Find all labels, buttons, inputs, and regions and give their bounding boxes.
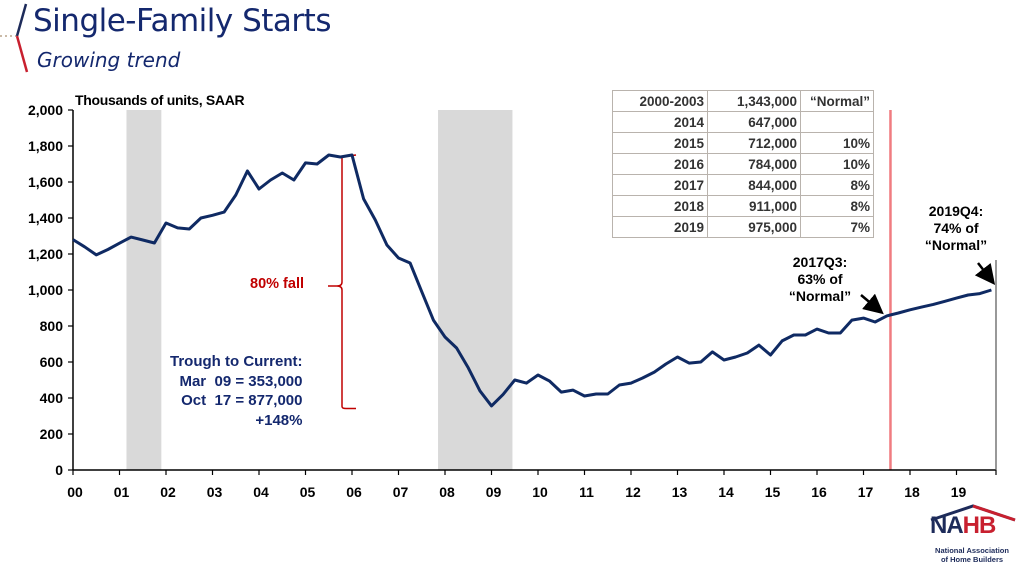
nahb-logo-line-2: of Home Builders <box>940 555 1004 564</box>
nahb-logo: NAHB <box>930 512 997 540</box>
annotation-arrows <box>860 262 996 315</box>
table-cell-period: 2015 <box>612 132 708 154</box>
page-subtitle: Growing trend <box>37 48 181 72</box>
q3-2017-annotation: 2017Q3: 63% of “Normal” <box>775 254 865 305</box>
trough-line-2: Mar 09 = 353,000 <box>179 372 303 390</box>
axes: 02004006008001,0001,2001,4001,6001,8002,… <box>28 102 997 500</box>
x-tick-label: 16 <box>811 484 827 500</box>
x-tick-label: 14 <box>718 484 734 500</box>
table-cell-note: 8% <box>800 195 874 217</box>
arrow-2017q3-icon <box>860 293 884 315</box>
slash-lower <box>15 35 29 73</box>
table-cell-period: 2018 <box>612 195 708 217</box>
nahb-logo-text: National Association of Home Builders <box>932 546 1012 564</box>
q4-2019-line-2: 74% of <box>933 220 979 236</box>
table-cell-period: 2019 <box>612 216 708 238</box>
x-tick-label: 09 <box>486 484 502 500</box>
table-cell-value: 712,000 <box>707 132 801 154</box>
table-cell-period: 2014 <box>612 111 708 133</box>
x-tick-label: 10 <box>532 484 548 500</box>
table-cell-note: “Normal” <box>800 90 874 112</box>
page-title: Single-Family Starts <box>33 3 331 39</box>
header-decoration <box>0 3 29 73</box>
table-cell-period: 2016 <box>612 153 708 175</box>
table-row: 2016 784,000 10% <box>612 153 874 175</box>
table-cell-note: 7% <box>800 216 874 238</box>
x-tick-label: 18 <box>904 484 920 500</box>
x-tick-label: 19 <box>951 484 967 500</box>
x-tick-label: 03 <box>207 484 223 500</box>
recession-bands <box>126 110 513 470</box>
trough-line-4: +148% <box>255 411 303 429</box>
x-tick-label: 00 <box>67 484 83 500</box>
x-tick-label: 17 <box>858 484 874 500</box>
x-tick-label: 13 <box>672 484 688 500</box>
y-tick-label: 1,400 <box>28 210 63 226</box>
table-cell-note: 10% <box>800 132 874 154</box>
x-tick-label: 08 <box>439 484 455 500</box>
table-cell-value: 647,000 <box>707 111 801 133</box>
fall-bracket <box>328 154 357 410</box>
table-cell-note: 10% <box>800 153 874 175</box>
table-cell-value: 975,000 <box>707 216 801 238</box>
nahb-logo-hb: HB <box>962 512 997 539</box>
table-row: 2014 647,000 <box>612 111 874 133</box>
fall-bracket-line <box>336 156 356 410</box>
table-cell-period: 2000-2003 <box>612 90 708 112</box>
y-tick-label: 1,800 <box>28 138 63 154</box>
y-tick-label: 1,600 <box>28 174 63 190</box>
recession-band <box>438 110 513 470</box>
table-row: 2017 844,000 8% <box>612 174 874 196</box>
y-axis-label: Thousands of units, SAAR <box>75 92 245 108</box>
nahb-logo-line-1: National Association <box>935 546 1009 555</box>
table-cell-note <box>800 111 874 133</box>
table-row: 2019 975,000 7% <box>612 216 874 238</box>
recession-band <box>126 110 162 470</box>
x-tick-label: 06 <box>346 484 362 500</box>
y-tick-label: 400 <box>40 390 64 406</box>
y-tick-label: 600 <box>40 354 64 370</box>
table-cell-value: 784,000 <box>707 153 801 175</box>
q4-2019-line-1: 2019Q4: <box>928 203 984 219</box>
q3-2017-line-1: 2017Q3: <box>792 254 848 270</box>
fall-annotation: 80% fall <box>250 276 304 292</box>
nahb-logo-na: NA <box>930 512 964 539</box>
y-tick-label: 1,000 <box>28 282 63 298</box>
normal-comparison-table: 2000-2003 1,343,000 “Normal” 2014 647,000 201… <box>612 90 874 238</box>
y-tick-label: 0 <box>55 462 63 478</box>
trough-line-1: Trough to Current: <box>170 353 303 370</box>
x-tick-label: 04 <box>253 484 269 500</box>
table-row: 2000-2003 1,343,000 “Normal” <box>612 90 874 112</box>
x-tick-label: 12 <box>625 484 641 500</box>
q3-2017-line-3: “Normal” <box>788 288 852 304</box>
y-tick-label: 2,000 <box>28 102 63 118</box>
trough-annotation: Trough to Current: Mar 09 = 353,000 Oct … <box>170 352 302 430</box>
slash-upper <box>15 3 28 37</box>
x-tick-label: 01 <box>114 484 130 500</box>
table-cell-period: 2017 <box>612 174 708 196</box>
table-row: 2018 911,000 8% <box>612 195 874 217</box>
nahb-logo-roof-icon <box>930 504 1016 522</box>
x-tick-label: 11 <box>579 484 594 500</box>
x-tick-label: 07 <box>393 484 409 500</box>
q4-2019-annotation: 2019Q4: 74% of “Normal” <box>918 203 994 254</box>
y-tick-label: 800 <box>40 318 64 334</box>
table-cell-value: 1,343,000 <box>707 90 801 112</box>
q4-2019-line-3: “Normal” <box>924 237 988 253</box>
roof-right <box>972 504 1016 522</box>
table-cell-note: 8% <box>800 174 874 196</box>
series-line <box>72 153 992 408</box>
x-tick-label: 15 <box>765 484 781 500</box>
x-tick-label: 02 <box>160 484 176 500</box>
table-row: 2015 712,000 10% <box>612 132 874 154</box>
y-tick-label: 1,200 <box>28 246 63 262</box>
x-tick-label: 05 <box>300 484 316 500</box>
q3-2017-line-2: 63% of <box>797 271 843 287</box>
table-cell-value: 844,000 <box>707 174 801 196</box>
trough-line-3: Oct 17 = 877,000 <box>181 392 303 409</box>
y-tick-label: 200 <box>40 426 64 442</box>
table-cell-value: 911,000 <box>707 195 801 217</box>
arrow-2019q4-icon <box>974 262 996 285</box>
